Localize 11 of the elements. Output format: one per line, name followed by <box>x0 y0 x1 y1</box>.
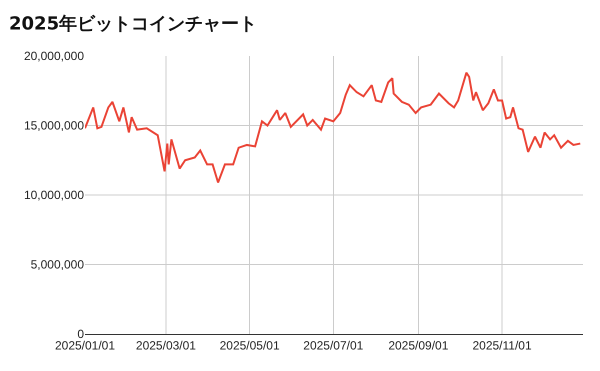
x-tick-label: 2025/05/01 <box>220 338 280 352</box>
x-tick-label: 2025/03/01 <box>136 338 196 352</box>
x-tick-label: 2025/11/01 <box>472 338 532 352</box>
y-tick-label: 10,000,000 <box>24 188 84 202</box>
x-tick-label: 2025/07/01 <box>303 338 364 352</box>
y-tick-label: 20,000,000 <box>24 49 84 64</box>
y-tick-label: 15,000,000 <box>24 118 84 133</box>
x-tick-label: 2025/09/01 <box>388 338 449 352</box>
line-series <box>85 72 582 184</box>
y-tick-label: 5,000,000 <box>30 258 84 272</box>
chart-title: 2025年ビットコインチャート <box>9 13 258 34</box>
